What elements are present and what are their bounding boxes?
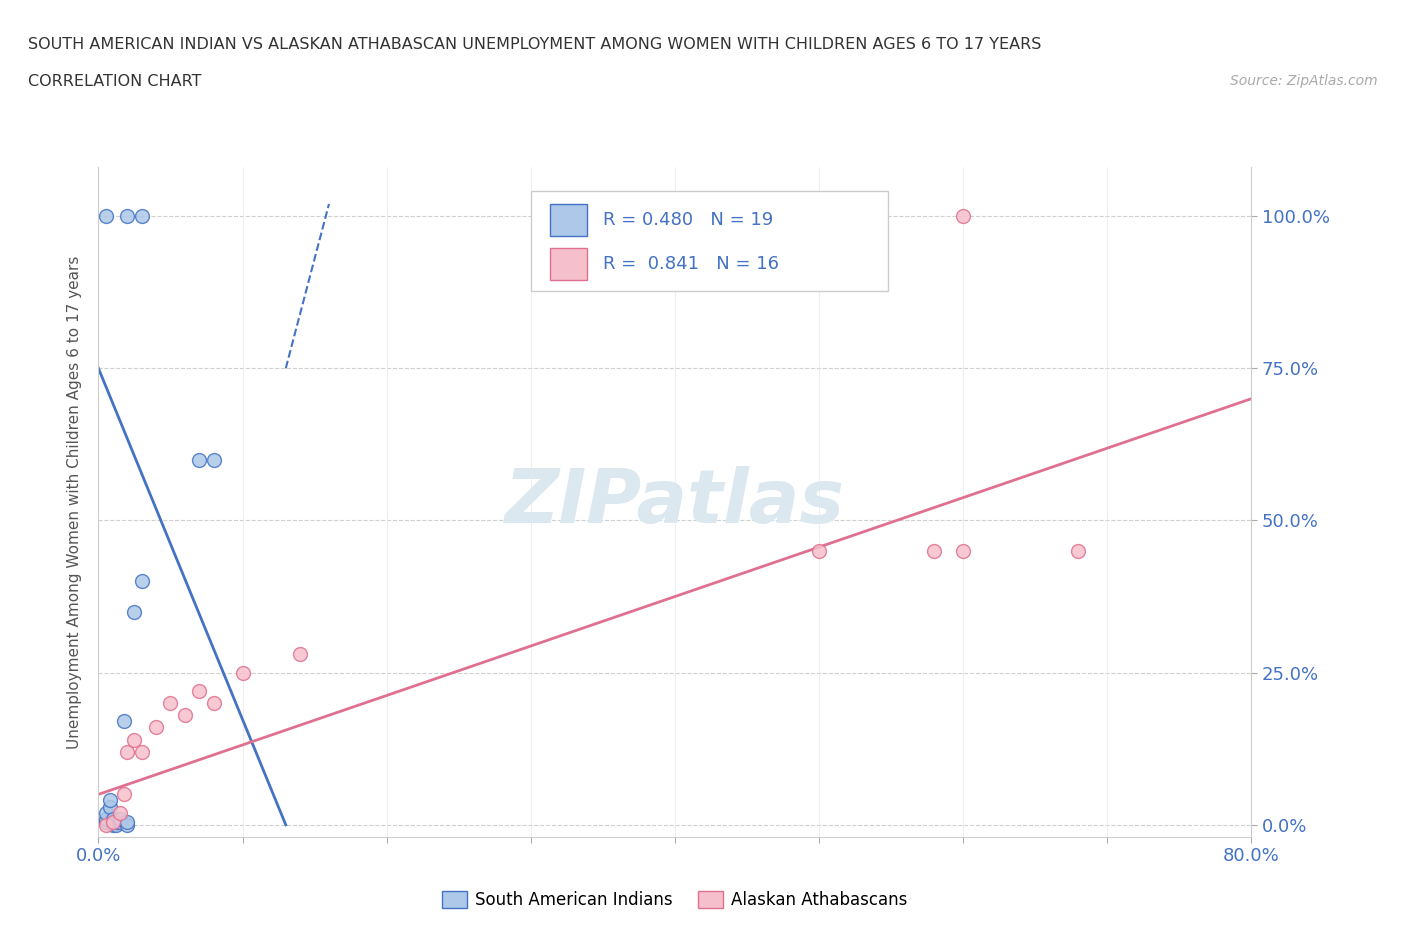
Point <box>101 815 124 830</box>
Point <box>108 811 131 826</box>
Point <box>952 543 974 558</box>
Point <box>98 793 121 808</box>
Point <box>131 744 153 759</box>
Point <box>188 452 211 467</box>
Point <box>202 696 225 711</box>
Y-axis label: Unemployment Among Women with Children Ages 6 to 17 years: Unemployment Among Women with Children A… <box>67 256 83 749</box>
Point <box>131 574 153 589</box>
Point <box>145 720 167 735</box>
Point <box>94 817 117 832</box>
Text: ZIPatlas: ZIPatlas <box>505 466 845 538</box>
Point <box>104 817 127 832</box>
Text: SOUTH AMERICAN INDIAN VS ALASKAN ATHABASCAN UNEMPLOYMENT AMONG WOMEN WITH CHILDR: SOUTH AMERICAN INDIAN VS ALASKAN ATHABAS… <box>28 37 1042 52</box>
Point <box>188 684 211 698</box>
Text: R =  0.841   N = 16: R = 0.841 N = 16 <box>603 256 779 273</box>
Point <box>117 815 139 830</box>
Text: CORRELATION CHART: CORRELATION CHART <box>28 74 201 89</box>
Text: R = 0.480   N = 19: R = 0.480 N = 19 <box>603 211 773 230</box>
Point <box>94 805 117 820</box>
Point <box>94 815 117 830</box>
Point <box>108 815 131 830</box>
Point <box>108 805 131 820</box>
Point <box>112 787 135 802</box>
Point <box>117 208 139 223</box>
Point <box>101 817 124 832</box>
Text: Source: ZipAtlas.com: Source: ZipAtlas.com <box>1230 74 1378 88</box>
Legend: South American Indians, Alaskan Athabascans: South American Indians, Alaskan Athabasc… <box>436 884 914 916</box>
Point <box>290 647 312 662</box>
Point <box>124 732 146 747</box>
Point <box>807 543 830 558</box>
Point <box>104 815 127 830</box>
Point <box>231 665 254 680</box>
Point <box>101 815 124 830</box>
Point <box>202 452 225 467</box>
Point <box>117 744 139 759</box>
Point <box>174 708 197 723</box>
Point <box>117 817 139 832</box>
Point <box>98 799 121 814</box>
Point <box>124 604 146 619</box>
FancyBboxPatch shape <box>531 191 889 291</box>
Point <box>101 811 124 826</box>
Point <box>94 208 117 223</box>
Point <box>922 543 945 558</box>
Bar <box>550 248 588 281</box>
Point <box>94 811 117 826</box>
Point <box>952 208 974 223</box>
Point <box>131 208 153 223</box>
Bar <box>550 205 588 236</box>
Point <box>1067 543 1090 558</box>
Point <box>159 696 181 711</box>
Point <box>112 714 135 729</box>
